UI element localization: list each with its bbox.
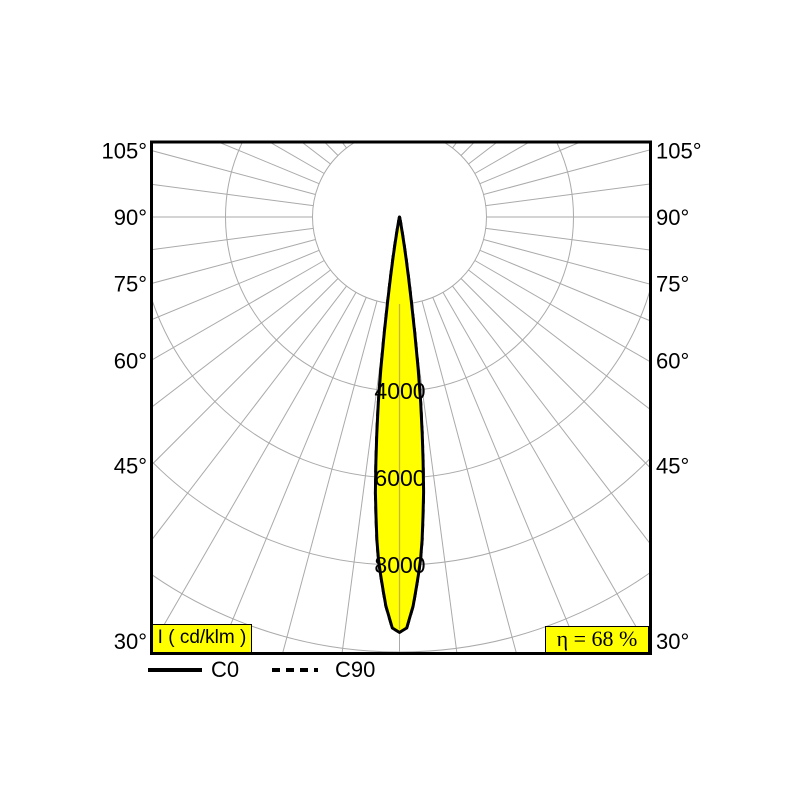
grid-spoke — [302, 143, 331, 165]
grid-spoke — [410, 303, 458, 653]
grid-spoke — [443, 0, 800, 142]
grid-spoke — [342, 143, 347, 149]
radial-grid-label: 8000 — [374, 552, 425, 578]
grid-spoke — [474, 260, 649, 362]
grid-spoke — [460, 143, 474, 156]
grid-spoke — [468, 143, 497, 165]
grid-spoke — [421, 300, 517, 653]
angle-label-right: 45° — [656, 454, 689, 479]
angle-label-right: 75° — [656, 272, 689, 297]
grid-spoke — [153, 292, 357, 645]
angle-label-left: 90° — [114, 205, 147, 230]
grid-spoke — [153, 269, 331, 407]
grid-spoke — [153, 249, 320, 320]
grid-spoke — [0, 0, 356, 142]
legend-label-c90: C90 — [335, 657, 376, 682]
grid-spoke — [153, 184, 314, 207]
grid-spoke — [220, 143, 320, 185]
grid-spoke — [474, 143, 528, 174]
angle-label-right: 30° — [656, 629, 689, 654]
angle-label-right: 90° — [656, 205, 689, 230]
grid-spoke — [153, 285, 347, 540]
grid-spoke — [153, 150, 316, 195]
grid-spoke — [479, 249, 649, 321]
grid-spoke — [483, 149, 649, 195]
radial-grid-label: 4000 — [374, 378, 425, 404]
grid-spoke — [282, 300, 378, 653]
grid-spoke — [479, 143, 579, 185]
grid-spoke — [153, 239, 316, 284]
angle-label-left: 105° — [101, 138, 147, 163]
angle-label-right: 105° — [656, 138, 702, 163]
grid-spoke — [153, 227, 314, 250]
efficiency-badge: η = 68 % — [545, 626, 649, 653]
grid-spoke — [452, 143, 457, 149]
c90-dashed-line-sample — [272, 668, 318, 672]
angle-label-left: 60° — [114, 348, 147, 373]
grid-spoke — [271, 143, 325, 174]
grid-spoke — [442, 292, 649, 651]
grid-spoke — [153, 278, 339, 465]
grid-spoke — [153, 260, 325, 360]
angle-label-left: 75° — [114, 272, 147, 297]
grid-spoke — [460, 278, 649, 468]
grid-spoke — [485, 183, 649, 207]
angle-label-right: 60° — [656, 348, 689, 373]
grid-spoke — [483, 239, 649, 285]
grid-spoke — [485, 227, 649, 251]
intensity-unit-badge: I ( cd/klm ) — [152, 624, 252, 653]
grid-spoke — [325, 143, 339, 156]
grid-spoke — [468, 269, 649, 410]
angle-label-left: 45° — [114, 454, 147, 479]
grid-spoke — [341, 303, 389, 653]
legend-label-c0: C0 — [211, 657, 240, 682]
chart-frame — [150, 140, 652, 655]
c0-solid-line-sample — [148, 668, 202, 672]
angle-label-left: 30° — [114, 629, 147, 654]
grid-spoke — [452, 285, 649, 543]
radial-grid-label: 6000 — [374, 465, 425, 491]
